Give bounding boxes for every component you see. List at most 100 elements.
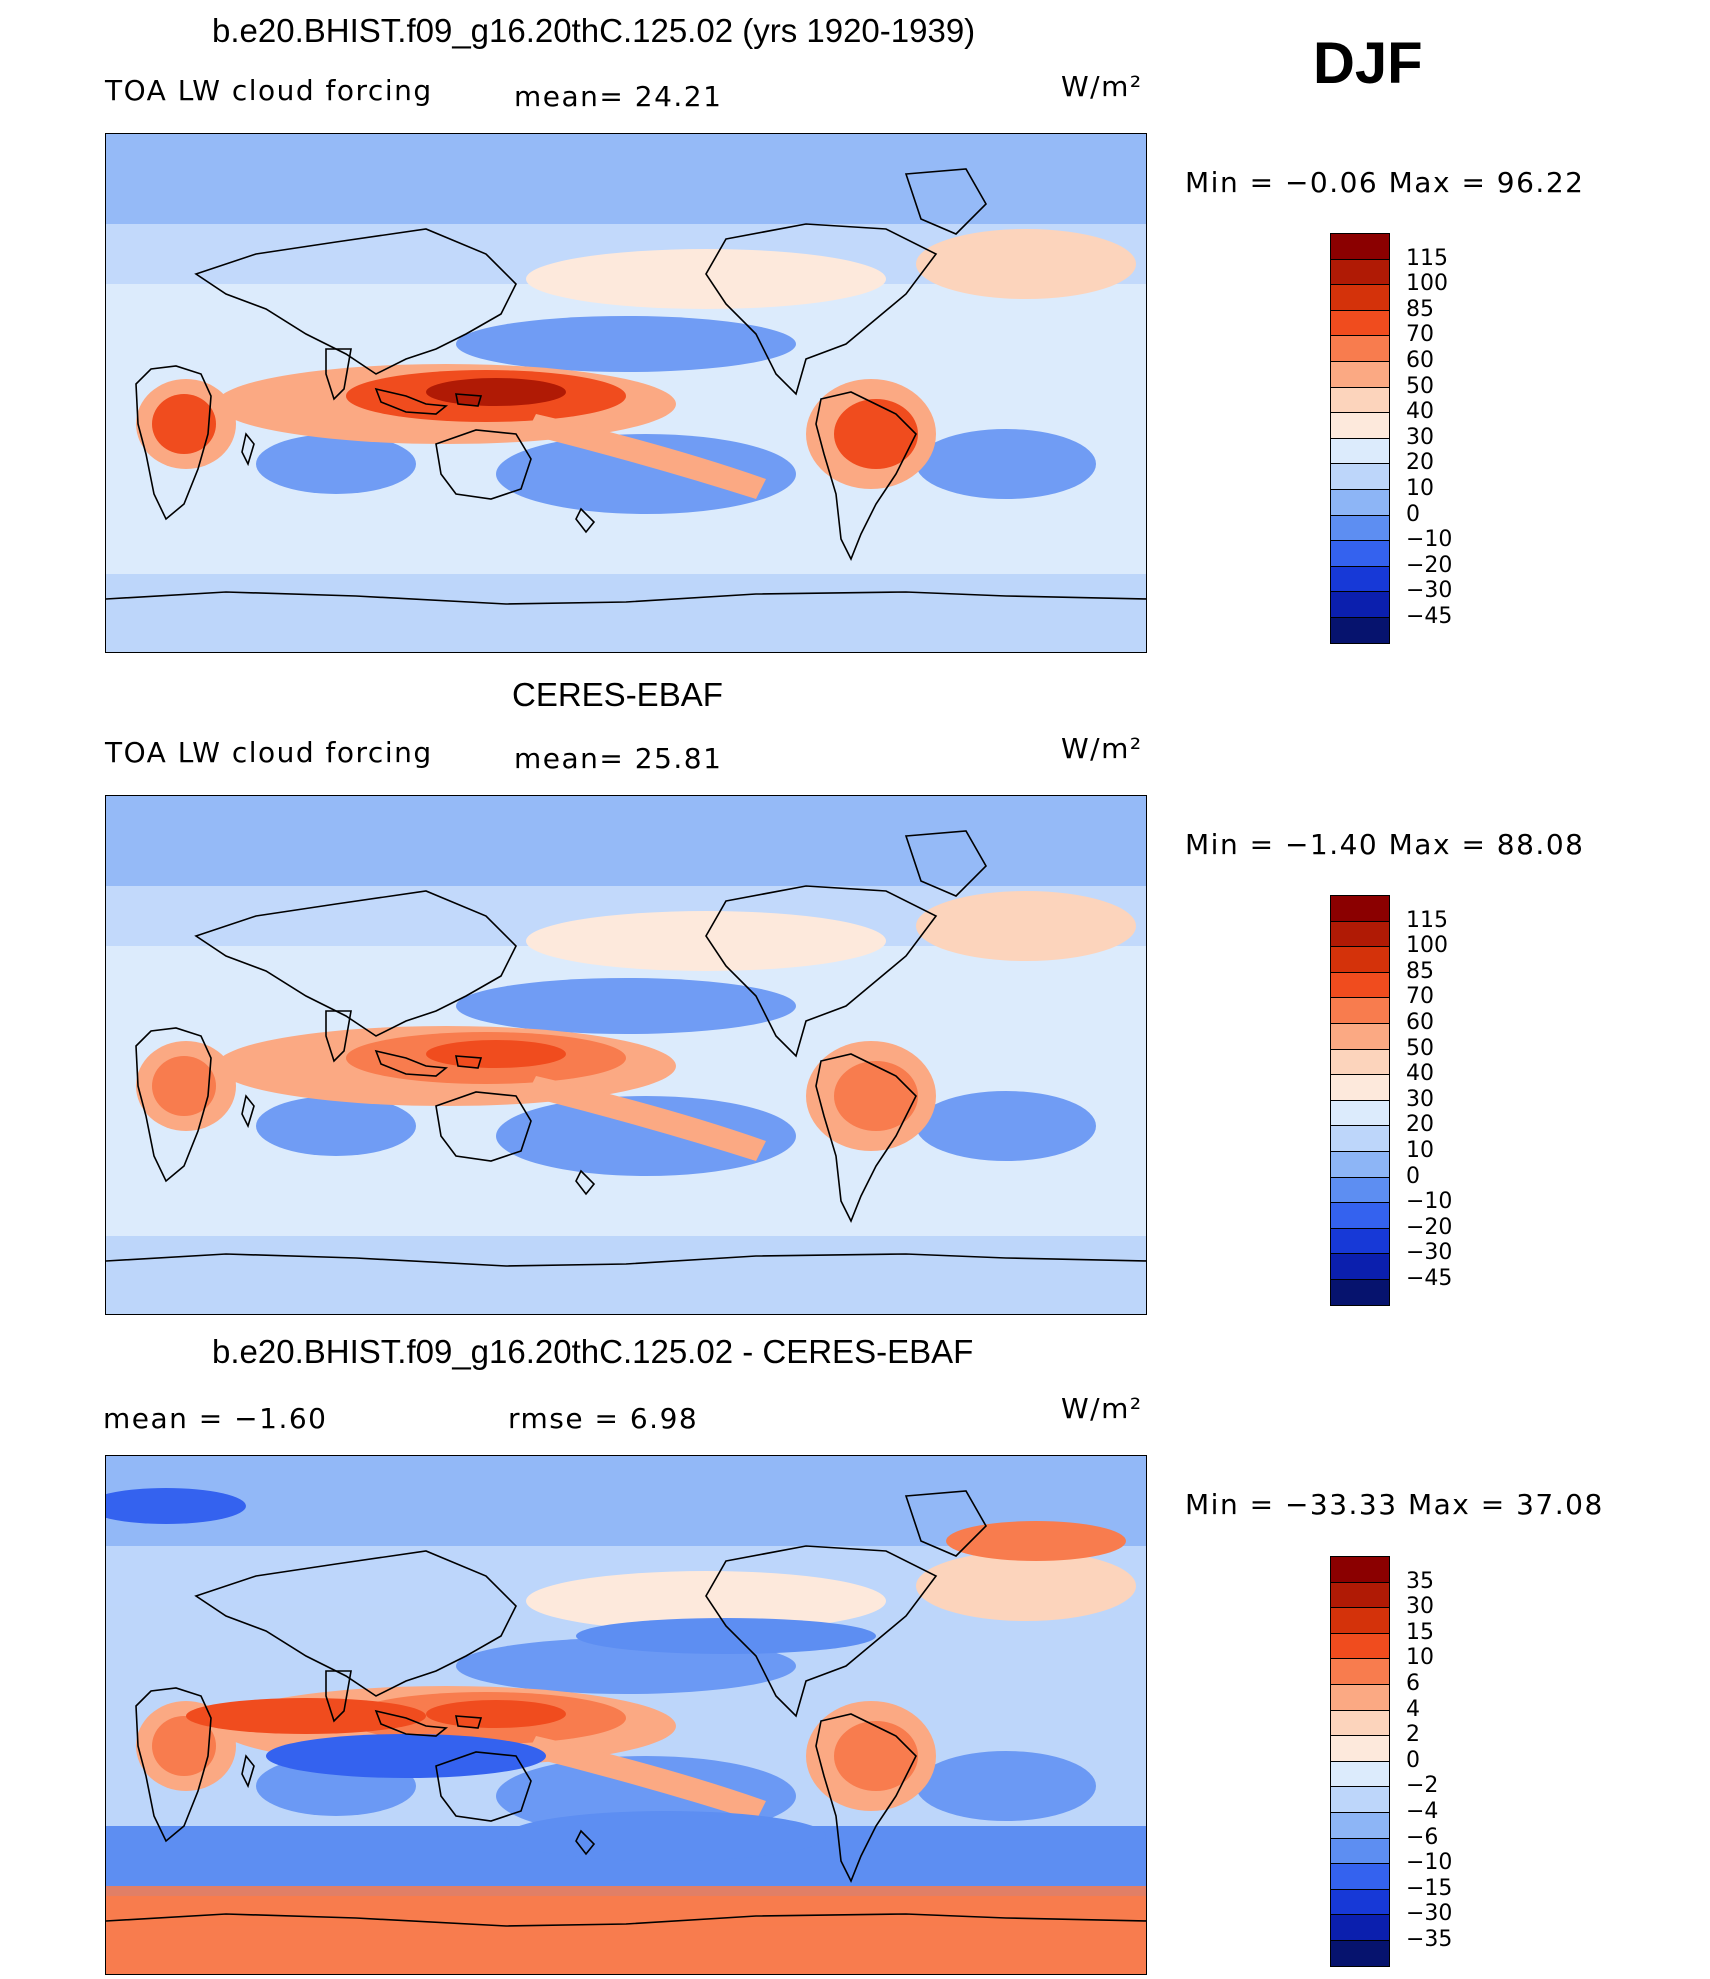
field-lobe-satl xyxy=(916,429,1096,499)
colorbar-tick-label: −15 xyxy=(1406,1875,1453,1901)
colorbar-segment xyxy=(1330,233,1390,260)
coastline xyxy=(904,168,987,235)
colorbar-segment xyxy=(1330,617,1390,644)
panel2-title: CERES-EBAF xyxy=(512,676,723,713)
colorbar-segment xyxy=(1330,1914,1390,1941)
panel1-minmax-label: Min = −0.06 Max = 96.22 xyxy=(1185,166,1585,199)
colorbar-segment xyxy=(1330,565,1390,593)
colorbar-tick-label: 10 xyxy=(1406,1138,1434,1163)
colorbar-segment xyxy=(1330,1023,1390,1050)
colorbar-tick-label: −4 xyxy=(1406,1799,1439,1824)
colorbar-tick-label: 20 xyxy=(1406,450,1434,476)
colorbar-segment xyxy=(1330,1048,1390,1076)
colorbar-segment xyxy=(1330,361,1390,388)
field-spcz xyxy=(526,1736,766,1821)
colorbar-tick-label: 10 xyxy=(1406,1645,1434,1671)
coastline xyxy=(705,885,938,1058)
colorbar-segment xyxy=(1330,1202,1390,1229)
colorbar-tick-label: 30 xyxy=(1406,1594,1434,1620)
coastline xyxy=(815,1053,917,1223)
colorbar-tick-label: −10 xyxy=(1406,1189,1453,1215)
colorbar-segment xyxy=(1330,1684,1390,1711)
colorbar-segment xyxy=(1330,309,1390,337)
field-africa-core xyxy=(152,1716,216,1776)
coastline xyxy=(374,1049,449,1077)
panel1-map xyxy=(105,133,1147,653)
coastline xyxy=(194,890,517,1037)
field-band-midsouth xyxy=(106,504,1146,574)
coastline xyxy=(135,1687,212,1843)
colorbar-tick-label: 15 xyxy=(1406,1619,1434,1645)
coastline xyxy=(325,348,352,401)
field-band-north xyxy=(106,796,1146,886)
colorbar-segment xyxy=(1330,1099,1390,1127)
colorbar-tick-label: 30 xyxy=(1406,424,1434,450)
panel3-title: b.e20.BHIST.f09_g16.20thC.125.02 - CERES… xyxy=(212,1333,974,1370)
diff-europe-neg xyxy=(106,1488,246,1524)
field-storm-natl xyxy=(916,229,1136,299)
colorbar-segment xyxy=(1330,1581,1390,1609)
colorbar-segment xyxy=(1330,1074,1390,1101)
panel2-mean-label: mean= 25.81 xyxy=(514,742,723,775)
coastline xyxy=(815,391,917,561)
colorbar-tick-label: 85 xyxy=(1406,958,1434,984)
diff-indian-neg xyxy=(266,1734,546,1778)
field-storm-npac xyxy=(526,1571,886,1631)
field-warm-core xyxy=(426,1700,566,1728)
coastline xyxy=(241,432,255,467)
diff-npac-neg xyxy=(576,1618,876,1654)
colorbar-segment xyxy=(1330,1940,1390,1967)
field-storm-natl xyxy=(916,1551,1136,1621)
colorbar-tick-label: −30 xyxy=(1406,1240,1453,1266)
colorbar-segment xyxy=(1330,1176,1390,1204)
coastline xyxy=(106,1913,1146,1927)
panel1-title: b.e20.BHIST.f09_g16.20thC.125.02 (yrs 19… xyxy=(212,12,976,49)
colorbar-segment xyxy=(1330,1863,1390,1890)
colorbar-segment xyxy=(1330,1735,1390,1762)
panel3-map-field xyxy=(106,1456,1146,1974)
colorbar-tick-label: 30 xyxy=(1406,1086,1434,1112)
panel2-map-field xyxy=(106,796,1146,1314)
diff-indian-pos xyxy=(186,1698,426,1734)
panel2-colorbar: 115 100 85 70 60 50 40 30 20 10 0 −10 −20 −30 −45 xyxy=(1330,895,1452,1306)
field-band-south xyxy=(106,1236,1146,1314)
colorbar-segment xyxy=(1330,1151,1390,1178)
coastline xyxy=(194,228,517,375)
coastline xyxy=(455,1715,483,1729)
coastline xyxy=(106,1253,1146,1267)
colorbar-tick-label: 0 xyxy=(1406,501,1420,527)
panel3-minmax-label: Min = −33.33 Max = 37.08 xyxy=(1185,1488,1604,1521)
coastline xyxy=(705,223,938,396)
field-warm-core xyxy=(426,378,566,406)
diff-natl-pos xyxy=(946,1521,1126,1561)
colorbar-tick-label: 50 xyxy=(1406,373,1434,399)
coastline xyxy=(435,429,532,500)
colorbar-tick-label: −45 xyxy=(1406,1266,1453,1291)
colorbar-segment xyxy=(1330,591,1390,618)
panel3-map xyxy=(105,1455,1147,1975)
colorbar-tick-label: 6 xyxy=(1406,1671,1420,1696)
coastline xyxy=(374,1709,449,1737)
colorbar-segment xyxy=(1330,920,1390,948)
colorbar-segment xyxy=(1330,1709,1390,1737)
colorbar-tick-label: 100 xyxy=(1406,933,1448,959)
field-storm-npac xyxy=(526,911,886,971)
field-samer-core xyxy=(834,1721,918,1791)
colorbar-tick-label: 60 xyxy=(1406,1010,1434,1035)
colorbar-segment xyxy=(1330,258,1390,286)
field-band-midsouth xyxy=(106,1166,1146,1236)
colorbar-segment xyxy=(1330,1253,1390,1280)
colorbar-tick-label: −10 xyxy=(1406,1850,1453,1876)
colorbar-tick-label: 40 xyxy=(1406,399,1434,425)
season-label: DJF xyxy=(1313,31,1423,96)
field-band-north xyxy=(106,134,1146,224)
colorbar-segment xyxy=(1330,895,1390,922)
coastline xyxy=(435,1091,532,1162)
colorbar-segment xyxy=(1330,946,1390,973)
panel3-colorbar: 35 30 15 10 6 4 2 0 −2 −4 −6 −10 −15 −30 −35 xyxy=(1330,1556,1452,1967)
field-lobe-satl xyxy=(916,1751,1096,1821)
field-lobe-satl xyxy=(916,1091,1096,1161)
field-lobe-ind xyxy=(256,434,416,494)
colorbar-tick-label: 0 xyxy=(1406,1747,1420,1773)
colorbar-tick-label: 40 xyxy=(1406,1061,1434,1087)
